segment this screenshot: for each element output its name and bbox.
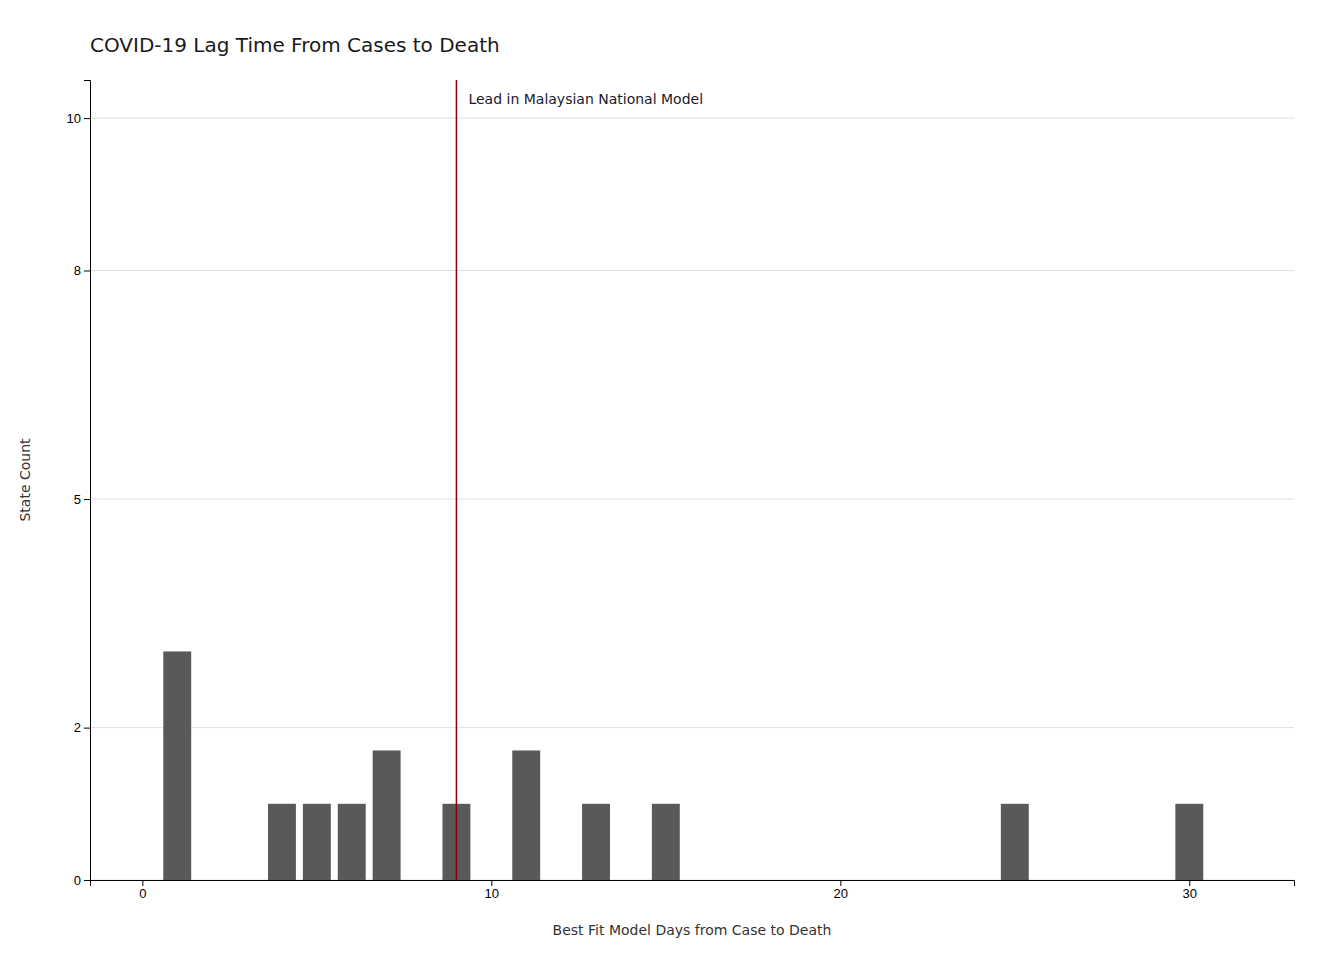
plot: 0 10 20 30 0 2 5 8 10: [67, 80, 1295, 901]
bar: [582, 804, 610, 880]
bar: [1001, 804, 1029, 880]
tick-label: 8: [74, 263, 81, 278]
tick-mark: [84, 499, 90, 500]
grid: [90, 118, 1294, 880]
tick-label: 30: [1183, 886, 1197, 901]
axis-line: [91, 881, 1295, 887]
bar: [512, 750, 540, 880]
bar: [373, 750, 401, 880]
bar: [1175, 804, 1203, 880]
tick: 5: [74, 492, 90, 507]
tick-mark: [84, 728, 90, 729]
bar: [163, 651, 191, 880]
y-axis: 0 2 5 8 10: [67, 81, 91, 888]
tick: 30: [1183, 880, 1197, 901]
chart: 0 10 20 30 0 2 5 8 10 Lead in Malaysian National …: [0, 0, 1344, 960]
tick: 10: [67, 111, 90, 126]
tick-label: 10: [485, 886, 499, 901]
grid-line: [90, 727, 1294, 728]
tick: 0: [139, 880, 146, 901]
marks: [163, 80, 1203, 880]
bar: [338, 804, 366, 880]
x-axis: 0 10 20 30: [91, 880, 1295, 901]
tick-mark: [840, 880, 841, 886]
annotation: Lead in Malaysian National Model: [468, 91, 703, 107]
tick-mark: [84, 118, 90, 119]
reference-line: [456, 80, 458, 880]
tick-mark: [491, 880, 492, 886]
y-label: State Count: [17, 438, 33, 522]
tick-label: 0: [74, 873, 81, 888]
tick: 8: [74, 263, 90, 278]
grid-line: [90, 499, 1294, 500]
title: COVID-19 Lag Time From Cases to Death: [90, 33, 500, 57]
tick-mark: [142, 880, 143, 886]
grid-line: [90, 270, 1294, 271]
bar: [268, 804, 296, 880]
axis-line: [84, 81, 91, 881]
grid-line: [90, 118, 1294, 119]
tick-mark: [1189, 880, 1190, 886]
tick: 2: [74, 720, 90, 735]
tick-mark: [84, 270, 90, 271]
tick-label: 0: [139, 886, 146, 901]
tick: 0: [74, 873, 90, 888]
bar: [652, 804, 680, 880]
tick: 20: [834, 880, 848, 901]
x-label: Best Fit Model Days from Case to Death: [553, 922, 832, 938]
tick-mark: [84, 880, 90, 881]
bar: [303, 804, 331, 880]
tick-label: 2: [74, 720, 81, 735]
tick-label: 5: [74, 492, 81, 507]
tick-label: 20: [834, 886, 848, 901]
tick: 10: [485, 880, 499, 901]
tick-label: 10: [67, 111, 81, 126]
